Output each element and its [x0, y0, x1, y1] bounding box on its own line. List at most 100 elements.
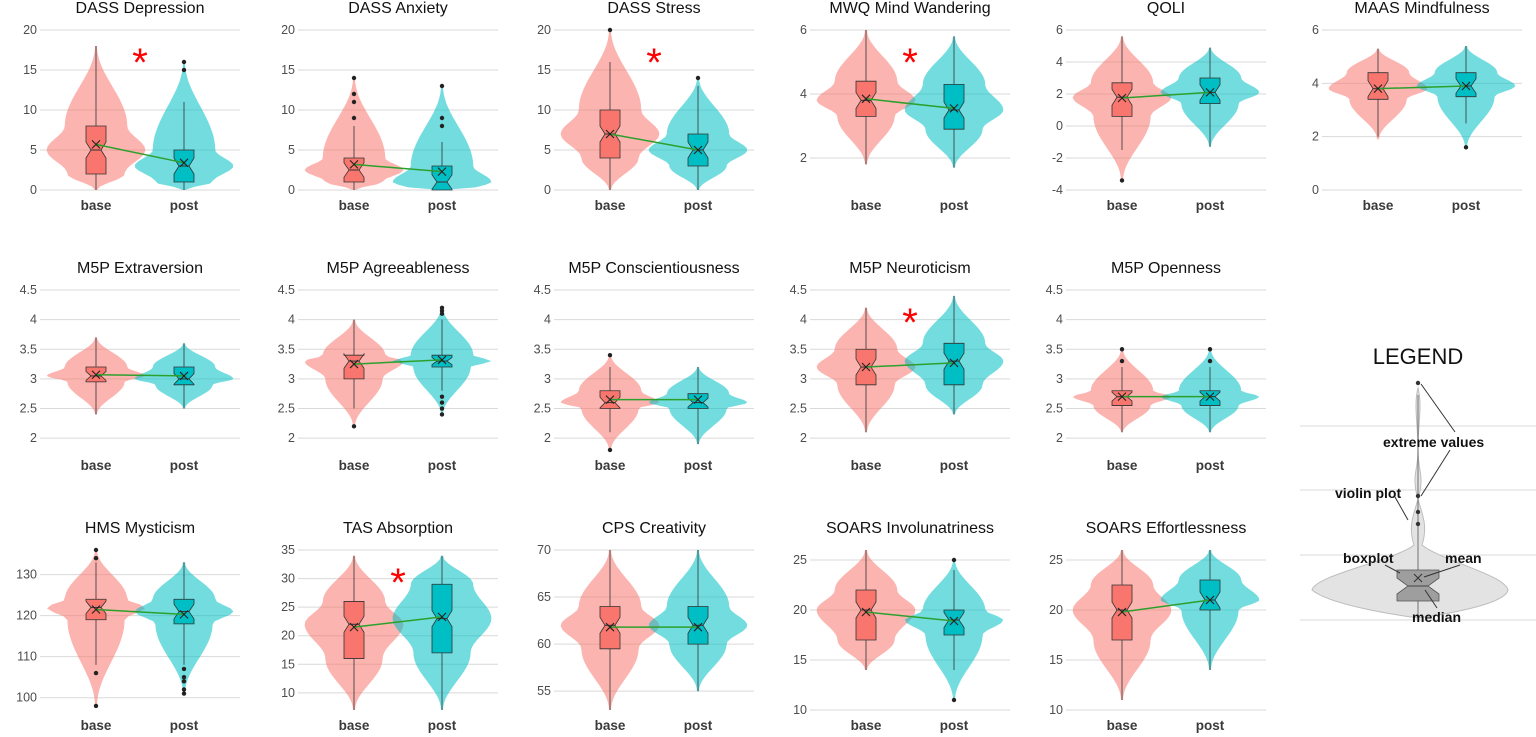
y-tick-label: 4 [800, 313, 807, 327]
mean-marker [1117, 93, 1127, 103]
outlier-point [695, 75, 701, 81]
panel-title: MAAS Mindfulness [1354, 0, 1489, 17]
mean-marker [605, 129, 615, 139]
significance-star: * [902, 301, 918, 345]
outlier-point [351, 115, 357, 121]
y-tick-label: 10 [793, 703, 807, 717]
mean-marker [861, 94, 871, 104]
outlier-point [439, 305, 445, 310]
y-tick-label: 65 [537, 590, 551, 604]
y-tick-label: 15 [537, 63, 551, 77]
x-tick-label: post [684, 198, 713, 213]
x-tick-label: post [1196, 718, 1225, 733]
x-tick-label: base [595, 718, 626, 733]
x-tick-label: base [595, 198, 626, 213]
mean-marker [861, 362, 871, 372]
panel-title: M5P Agreeableness [327, 260, 470, 277]
mean-marker [91, 370, 101, 380]
mean-marker [605, 395, 615, 405]
x-tick-label: base [1107, 198, 1138, 213]
x-tick-label: base [81, 458, 112, 473]
chart-panel: TAS Absorption 10 15 20 25 30 35 base post * [281, 520, 498, 733]
x-tick-label: post [1452, 198, 1481, 213]
mean-connector-line [353, 616, 443, 628]
panel-title: TAS Absorption [343, 520, 453, 537]
boxplot-post [1199, 579, 1221, 611]
boxplot-post [943, 84, 965, 130]
legend-label-violin-plot: violin plot [1335, 485, 1401, 501]
y-tick-label: 25 [793, 553, 807, 567]
panel-title: DASS Stress [607, 0, 700, 17]
y-tick-label: 4 [1056, 55, 1063, 69]
x-tick-label: base [81, 718, 112, 733]
boxplot-post [431, 165, 453, 191]
panel-title: CPS Creativity [602, 520, 706, 537]
x-tick-label: base [851, 198, 882, 213]
boxplot-post [1199, 390, 1221, 406]
y-tick-label: 4 [288, 313, 295, 327]
panel-title: M5P Conscientiousness [568, 260, 739, 277]
mean-marker [861, 607, 871, 617]
mean-marker [437, 167, 447, 176]
y-tick-label: 0 [544, 183, 551, 197]
outlier-point [607, 447, 613, 453]
mean-connector-line [353, 163, 443, 173]
legend-outlier-point [1415, 493, 1421, 499]
mean-connector-line [95, 373, 185, 377]
outlier-point [607, 27, 613, 33]
panel-title: M5P Neuroticism [849, 260, 971, 277]
outlier-point [439, 412, 445, 417]
y-tick-label: 4.5 [278, 283, 295, 297]
y-tick-label: 3.5 [1046, 342, 1063, 356]
outlier-point [439, 394, 445, 399]
chart-panel: M5P Agreeableness 2 2.5 3 3.5 4 4.5 base post [278, 260, 498, 473]
mean-connector-line [95, 608, 185, 616]
significance-star: * [390, 561, 406, 605]
y-tick-label: 10 [537, 103, 551, 117]
y-tick-label: 0 [1312, 183, 1319, 197]
outlier-point [181, 67, 187, 73]
y-tick-label: 2.5 [534, 402, 551, 416]
chart-panel: SOARS Effortlessness 10 15 20 25 base post [1049, 520, 1266, 733]
outlier-point [607, 352, 613, 358]
y-tick-label: 2.5 [790, 402, 807, 416]
mean-marker [179, 158, 189, 168]
y-tick-label: 3 [1056, 372, 1063, 386]
y-tick-label: 4 [800, 87, 807, 101]
y-tick-label: 2.5 [20, 402, 37, 416]
panel-title: QOLI [1147, 0, 1185, 17]
outlier-point [181, 59, 187, 65]
mean-marker [693, 395, 703, 405]
mean-marker [1205, 392, 1215, 402]
y-tick-label: 0 [30, 183, 37, 197]
mean-marker [1117, 392, 1127, 402]
x-tick-label: post [428, 718, 457, 733]
chart-panel: M5P Conscientiousness 2 2.5 3 3.5 4 4.5 base pos… [534, 260, 754, 473]
chart-panel: HMS Mysticism 100 110 120 130 base post [16, 520, 240, 733]
mean-marker [349, 160, 359, 169]
y-tick-label: 2 [30, 431, 37, 445]
outlier-point [93, 547, 99, 553]
mean-marker [179, 610, 189, 619]
panel-title: SOARS Involunatriness [826, 520, 994, 537]
y-tick-label: 0 [1056, 119, 1063, 133]
legend-pointer [1384, 564, 1401, 574]
significance-star: * [132, 41, 148, 85]
y-tick-label: 35 [281, 543, 295, 557]
mean-marker [1373, 84, 1383, 94]
y-tick-label: 6 [800, 23, 807, 37]
y-tick-label: 3 [800, 372, 807, 386]
outlier-point [181, 691, 187, 696]
y-tick-label: 4.5 [534, 283, 551, 297]
mean-marker [91, 605, 101, 614]
legend-panel: LEGEND extreme values violin plot boxplot me… [1300, 344, 1536, 625]
outlier-point [951, 697, 957, 703]
outlier-point [181, 674, 187, 680]
chart-panel: QOLI -4 -2 0 2 4 6 base post [1052, 0, 1266, 213]
mean-marker [693, 145, 703, 155]
y-tick-label: -2 [1052, 151, 1063, 165]
y-tick-label: -4 [1052, 183, 1063, 197]
y-tick-label: 5 [544, 143, 551, 157]
legend-outlier-point [1415, 380, 1421, 386]
mean-marker [349, 359, 359, 369]
